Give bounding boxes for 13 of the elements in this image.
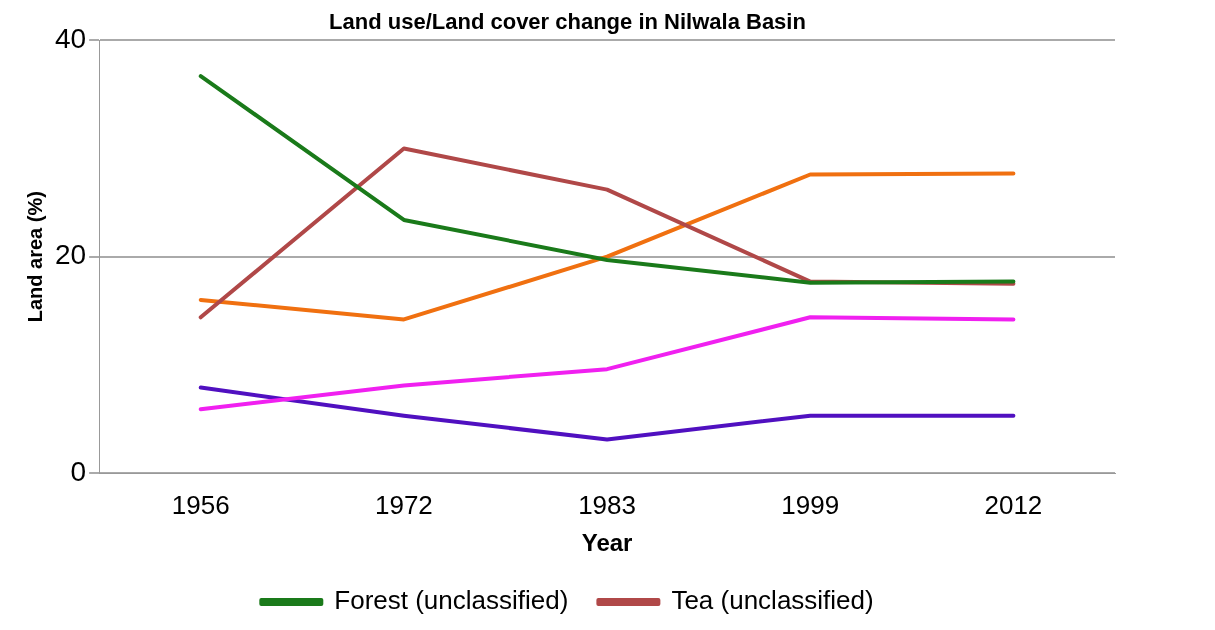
x-tick-label: 1972 — [374, 489, 433, 520]
x-tick-label: 1956 — [171, 489, 230, 520]
y-tick-label: 20 — [54, 239, 87, 271]
chart-title: Land use/Land cover change in Nilwala Basin — [329, 9, 806, 35]
x-axis-title: Year — [581, 529, 633, 557]
y-tick-label: 0 — [70, 455, 87, 487]
y-axis-title: Land area (%) — [23, 191, 46, 323]
legend-label: Forest (unclassified) — [334, 585, 569, 616]
x-tick-label: 1983 — [578, 489, 636, 520]
x-tick-label: 2012 — [984, 489, 1043, 520]
y-tick-label: 40 — [54, 23, 87, 55]
legend-label: Tea (unclassified) — [671, 585, 874, 616]
x-tick-label: 1999 — [781, 489, 840, 520]
